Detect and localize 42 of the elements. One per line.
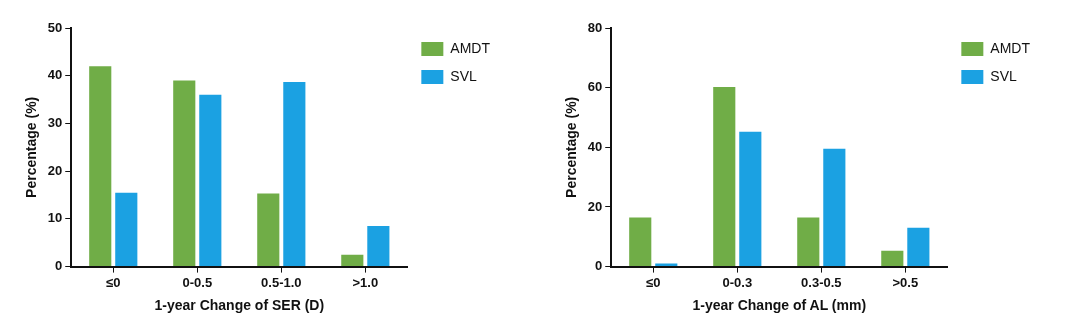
legend-label: AMDT <box>990 39 1031 56</box>
bar <box>797 217 820 267</box>
bar <box>115 192 138 267</box>
x-tick-label: 0-0.3 <box>722 274 753 290</box>
bar <box>199 94 222 267</box>
bar <box>257 193 280 267</box>
legend-label: SVL <box>990 67 1018 84</box>
bar <box>881 250 904 267</box>
bar <box>907 227 930 267</box>
legend-label: AMDT <box>450 39 491 56</box>
y-tick-label: 0 <box>55 258 63 274</box>
bar <box>173 80 196 267</box>
bar <box>629 217 652 267</box>
legend-label: SVL <box>450 67 478 84</box>
bar <box>283 81 306 267</box>
y-tick-label: 80 <box>587 19 603 35</box>
y-tick-label: 20 <box>587 198 603 214</box>
y-axis-title: Percentage (%) <box>23 96 40 198</box>
bar <box>367 226 390 267</box>
bar <box>89 66 112 267</box>
y-tick-label: 30 <box>47 115 63 131</box>
bar <box>823 148 846 267</box>
x-axis-title: 1-year Change of SER (D) <box>154 297 325 314</box>
bar <box>739 131 762 267</box>
y-tick-label: 40 <box>47 67 63 83</box>
y-tick-label: 50 <box>47 19 63 35</box>
x-axis-title: 1-year Change of AL (mm) <box>692 297 867 314</box>
y-tick-label: 60 <box>587 79 603 95</box>
x-tick-label: ≤0 <box>646 274 661 290</box>
x-tick-label: 0.5-1.0 <box>261 274 302 290</box>
y-tick-label: 0 <box>595 258 603 274</box>
x-tick-label: 0-0.5 <box>182 274 213 290</box>
y-tick-label: 10 <box>47 210 63 226</box>
y-tick-label: 20 <box>47 162 63 178</box>
y-axis-title: Percentage (%) <box>563 96 580 198</box>
x-tick-label: >0.5 <box>892 274 919 290</box>
x-tick-label: ≤0 <box>106 274 121 290</box>
y-tick-label: 40 <box>587 138 603 154</box>
bar <box>341 254 364 267</box>
bar <box>713 87 736 267</box>
x-tick-label: 0.3-0.5 <box>801 274 842 290</box>
x-tick-label: >1.0 <box>352 274 379 290</box>
